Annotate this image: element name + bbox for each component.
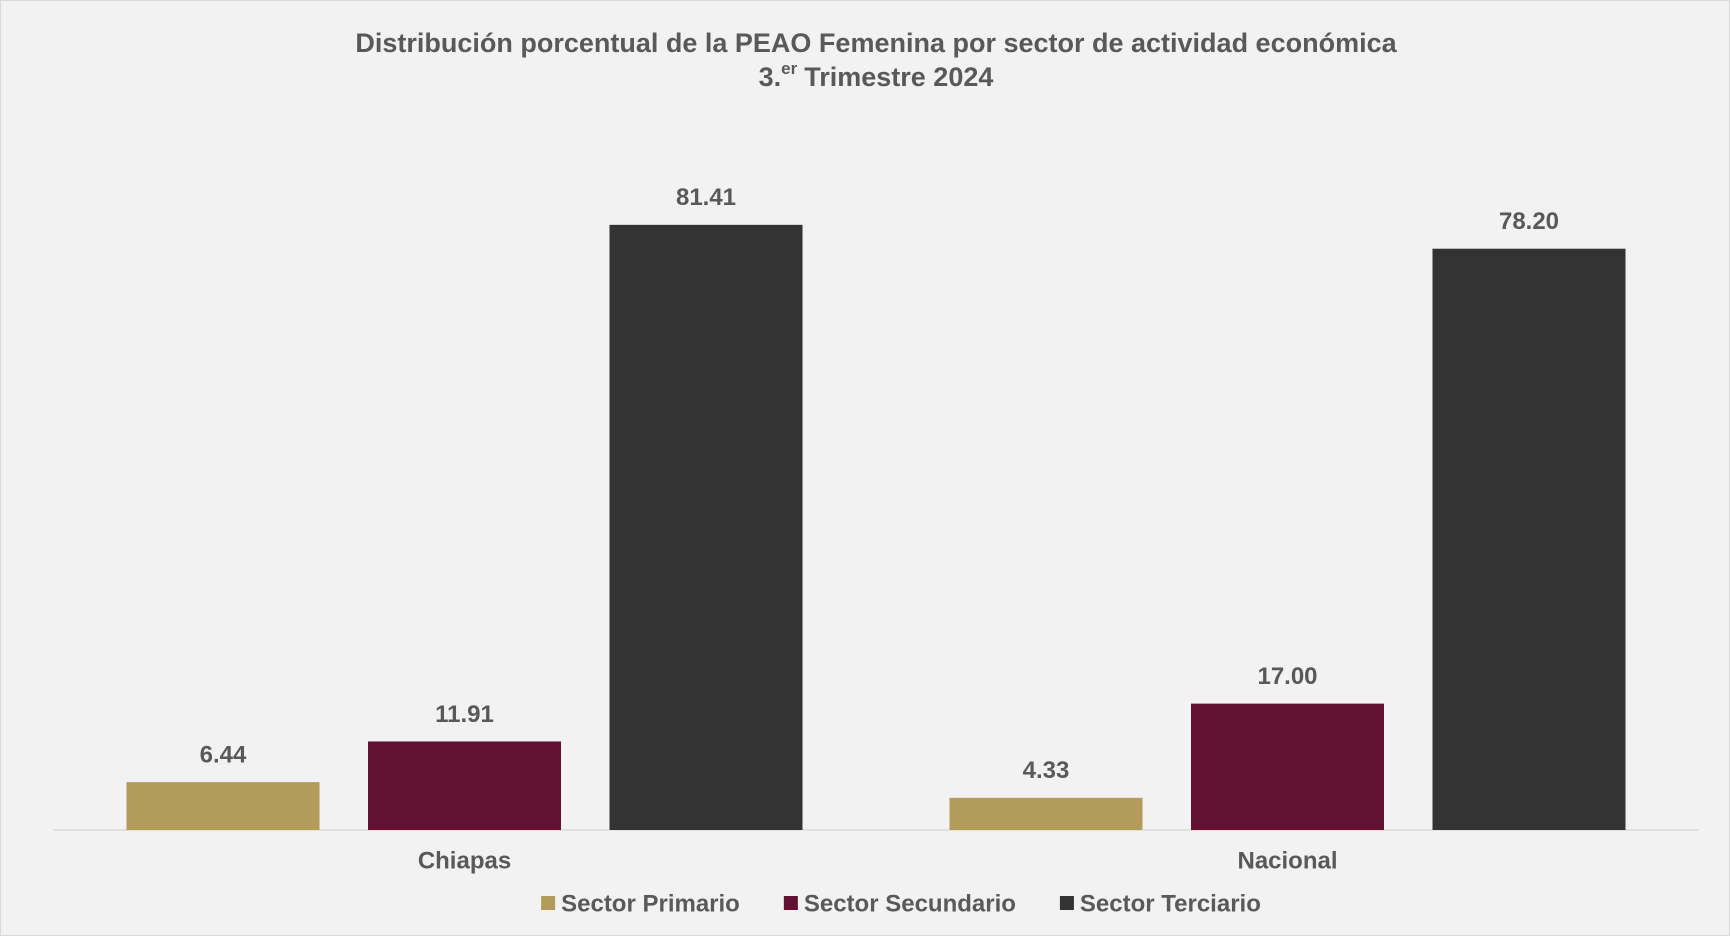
data-label: 81.41 <box>676 184 736 211</box>
subtitle-part: Trimestre 2024 <box>804 62 993 92</box>
x-tick-label: Nacional <box>1237 847 1337 874</box>
bar <box>1191 703 1384 830</box>
data-label: 11.91 <box>435 701 494 728</box>
legend-swatch <box>1059 896 1074 910</box>
data-label: 6.44 <box>200 741 247 768</box>
bar <box>609 224 803 830</box>
legend-label: Sector Terciario <box>1080 890 1261 917</box>
legend-label: Sector Primario <box>561 890 740 917</box>
bar <box>368 741 561 830</box>
legend-swatch <box>783 896 798 910</box>
bar <box>949 797 1143 830</box>
legend-swatch <box>541 896 556 910</box>
data-label: 17.00 <box>1257 663 1317 690</box>
data-label: 4.33 <box>1023 757 1070 784</box>
subtitle-superscript: er <box>781 59 797 78</box>
x-tick-label: Chiapas <box>418 847 511 874</box>
bar <box>1432 248 1626 831</box>
data-label: 78.20 <box>1499 208 1559 235</box>
chart-title: Distribución porcentual de la PEAO Femen… <box>355 28 1397 58</box>
legend-label: Sector Secundario <box>804 890 1016 917</box>
chart-subtitle: 3.er Trimestre 2024 <box>759 59 994 92</box>
bar <box>126 782 320 830</box>
subtitle-part: 3. <box>759 62 782 92</box>
